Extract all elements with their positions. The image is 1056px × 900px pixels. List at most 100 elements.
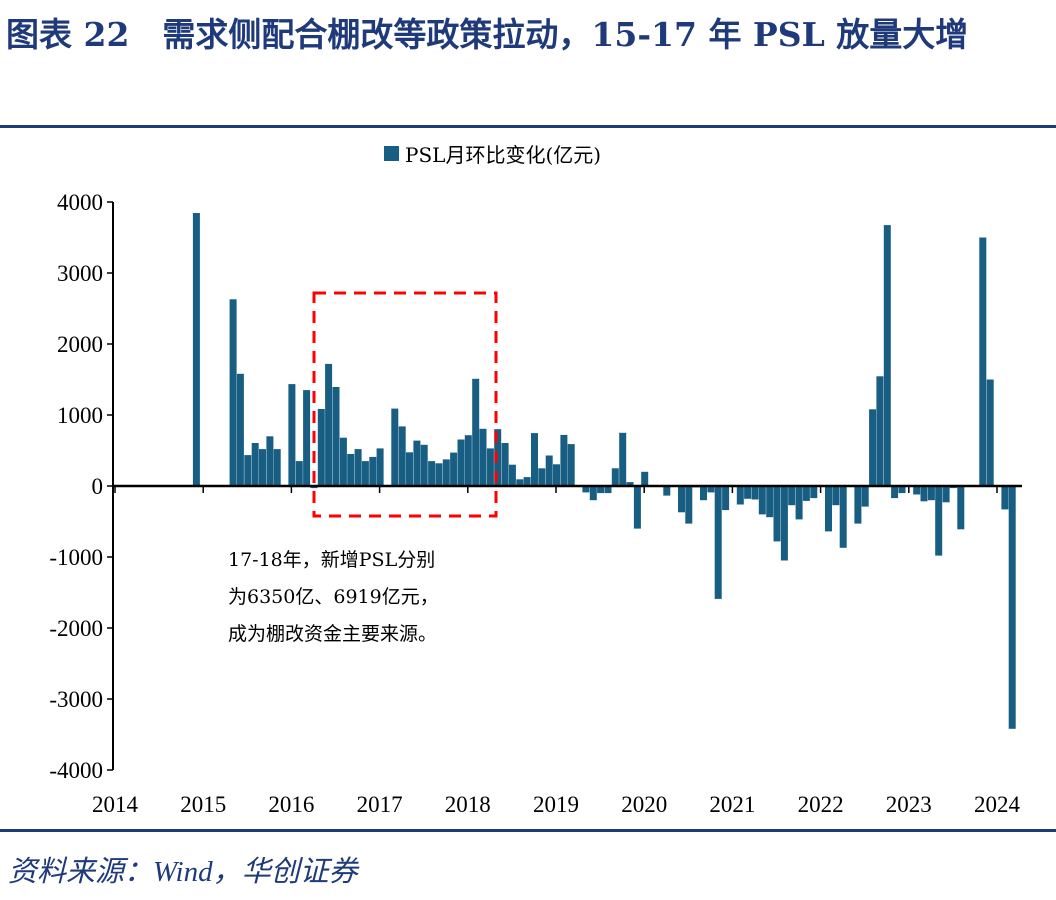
annotation-line-2: 为6350亿、6919亿元， (228, 586, 439, 608)
bar (361, 461, 369, 486)
x-tick-label: 2022 (798, 792, 844, 817)
bar (663, 486, 671, 496)
bar (722, 486, 730, 511)
bar (236, 373, 244, 486)
y-tick-label: -1000 (49, 545, 103, 570)
bar (494, 429, 502, 486)
bar (604, 486, 612, 494)
bar (766, 486, 774, 518)
bar (288, 384, 296, 486)
bar (626, 482, 634, 486)
bar (413, 440, 421, 486)
bar (633, 486, 641, 529)
bar (508, 464, 516, 486)
bar (707, 486, 715, 493)
bar (347, 454, 355, 486)
bar (839, 486, 847, 548)
x-tick-label: 2020 (621, 792, 667, 817)
bar (376, 448, 384, 486)
bar (876, 376, 884, 486)
bar (736, 486, 744, 505)
bar (913, 486, 921, 495)
bar (317, 409, 325, 486)
legend-swatch (384, 146, 399, 161)
bar (229, 299, 237, 486)
bar (567, 444, 575, 486)
bar (486, 448, 494, 486)
bar (464, 435, 472, 486)
figure-title: 图表 22 需求侧配合棚改等政策拉动，15-17 年 PSL 放量大增 (6, 15, 969, 54)
bar (832, 486, 840, 506)
x-tick-label: 2017 (357, 792, 403, 817)
bar (979, 237, 987, 486)
bar (825, 486, 832, 532)
bar (472, 378, 480, 486)
bar (986, 379, 994, 486)
bar (398, 426, 406, 486)
x-tick-label: 2019 (533, 792, 579, 817)
bar (516, 479, 524, 486)
bar (420, 444, 428, 486)
bar (1008, 486, 1016, 729)
bar (788, 486, 796, 506)
bar (339, 437, 347, 486)
bar (332, 387, 340, 486)
bar (920, 486, 928, 502)
bar (751, 486, 759, 500)
y-tick-label: 1000 (57, 403, 103, 428)
highlight-box (312, 291, 498, 518)
y-tick-label: -2000 (49, 616, 103, 641)
bar (545, 455, 553, 486)
x-tick-label: 2023 (886, 792, 932, 817)
bar (861, 486, 869, 507)
bar (685, 486, 693, 524)
bar (501, 443, 509, 486)
bar (479, 428, 487, 486)
y-tick-label: -3000 (49, 687, 103, 712)
x-tick-label: 2018 (445, 792, 491, 817)
bar (611, 468, 619, 487)
bar (428, 461, 436, 486)
legend-label: PSL月环比变化(亿元) (405, 143, 601, 167)
bar (758, 486, 766, 515)
y-tick-label: 4000 (57, 190, 103, 215)
source-note: 资料来源：Wind，华创证券 (8, 856, 358, 888)
y-tick-label: 0 (92, 474, 104, 499)
bar (406, 452, 413, 486)
bar (523, 477, 531, 486)
x-tick-label: 2024 (974, 792, 1021, 817)
bar (1001, 486, 1009, 510)
bar (582, 486, 590, 493)
bar (457, 439, 465, 486)
bar (589, 486, 597, 501)
bar (773, 486, 781, 542)
bar (810, 486, 818, 499)
bar (391, 408, 399, 486)
bar (369, 456, 377, 486)
bar (442, 459, 450, 486)
bar (795, 486, 803, 520)
bar (553, 464, 560, 486)
bar (935, 486, 943, 556)
bar (303, 390, 311, 486)
bar (802, 486, 810, 501)
y-tick-label: -4000 (49, 758, 103, 783)
bar (678, 486, 685, 513)
x-tick-label: 2021 (709, 792, 755, 817)
bar (538, 468, 546, 487)
annotation-line-3: 成为棚改资金主要来源。 (228, 623, 437, 645)
bar (244, 455, 252, 486)
bar (869, 409, 877, 486)
bar (259, 449, 266, 486)
bar (957, 486, 965, 530)
bar (883, 225, 891, 486)
bar (450, 452, 458, 486)
bar (891, 486, 899, 499)
bar (927, 486, 935, 501)
bar (854, 486, 862, 524)
bar (560, 434, 568, 486)
bar (942, 486, 950, 503)
x-tick-label: 2015 (180, 792, 226, 817)
bar (714, 486, 722, 599)
